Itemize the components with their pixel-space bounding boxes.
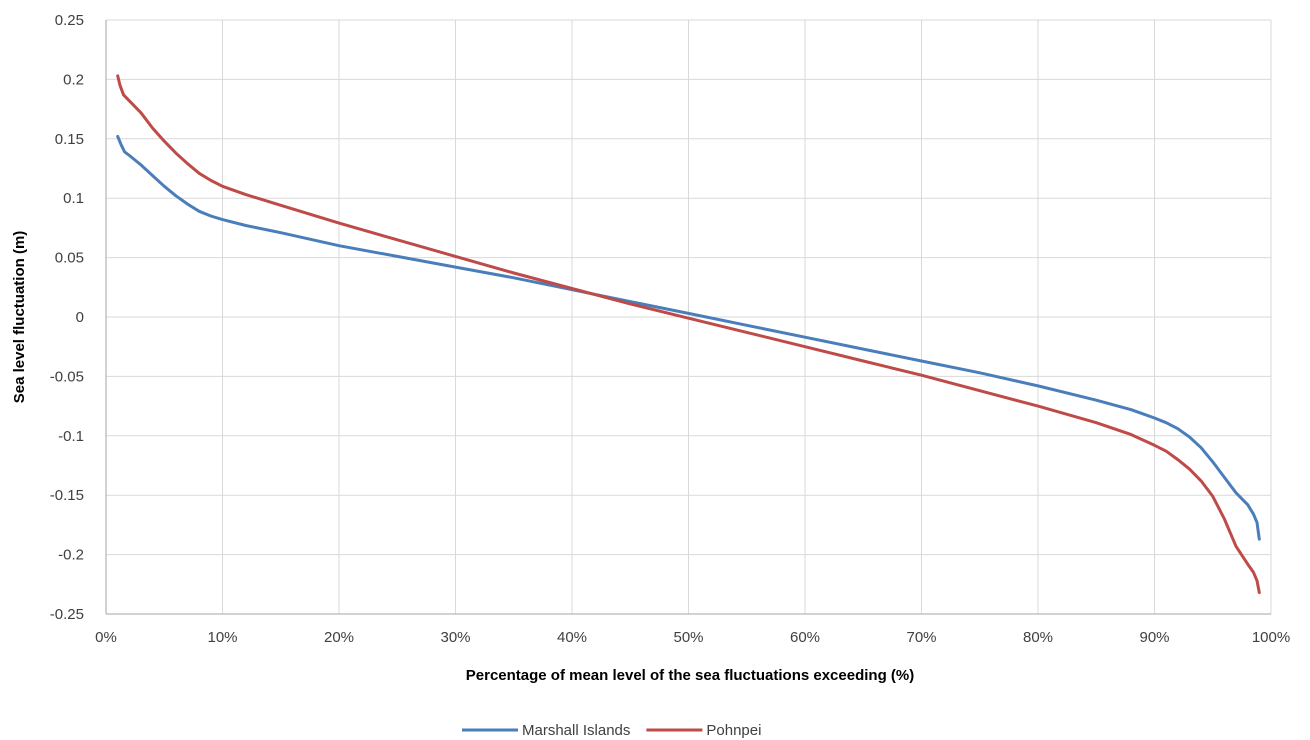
x-axis-title: Percentage of mean level of the sea fluc… xyxy=(466,667,914,684)
x-tick-label: 90% xyxy=(1139,629,1169,646)
series-lines xyxy=(116,74,1261,595)
x-tick-label: 100% xyxy=(1252,629,1290,646)
x-tick-label: 40% xyxy=(557,629,587,646)
x-tick-label: 10% xyxy=(207,629,237,646)
legend: Marshall Islands Pohnpei xyxy=(462,722,761,739)
x-tick-label: 70% xyxy=(906,629,936,646)
x-tick-label: 60% xyxy=(790,629,820,646)
y-tick-label: 0.05 xyxy=(55,250,84,267)
y-tick-label: -0.1 xyxy=(58,428,84,445)
y-tick-label: -0.25 xyxy=(50,606,84,623)
legend-label-marshall-islands: Marshall Islands xyxy=(522,722,630,739)
y-axis-title: Sea level fluctuation (m) xyxy=(11,231,28,404)
y-tick-label: -0.15 xyxy=(50,487,84,504)
y-tick-label: 0 xyxy=(76,309,84,326)
legend-label-pohnpei: Pohnpei xyxy=(706,722,761,739)
y-tick-label: 0.25 xyxy=(55,12,84,29)
series-line-pohnpei xyxy=(116,74,1261,595)
series-line-marshall-islands xyxy=(116,134,1261,541)
x-tick-label: 50% xyxy=(673,629,703,646)
y-tick-label: -0.05 xyxy=(50,368,84,385)
x-tick-label: 80% xyxy=(1023,629,1053,646)
y-tick-label: 0.1 xyxy=(63,190,84,207)
y-tick-labels: 0.25 0.2 0.15 0.1 0.05 0 -0.05 -0.1 -0.15 -0.2 -0.… xyxy=(50,12,84,623)
x-tick-label: 30% xyxy=(440,629,470,646)
x-tick-label: 0% xyxy=(95,629,117,646)
x-tick-label: 20% xyxy=(324,629,354,646)
y-tick-label: 0.15 xyxy=(55,131,84,148)
axes xyxy=(105,20,1271,615)
y-tick-label: -0.2 xyxy=(58,547,84,564)
y-tick-label: 0.2 xyxy=(63,71,84,88)
x-tick-labels: 0% 10% 20% 30% 40% 50% 60% 70% 80% 90% 100% xyxy=(95,629,1290,646)
